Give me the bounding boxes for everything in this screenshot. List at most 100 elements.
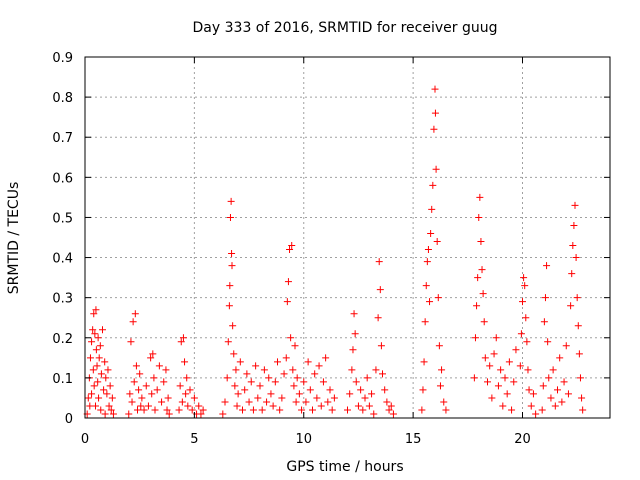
y-axis-label: SRMTID / TECUs [6, 182, 22, 295]
data-point [352, 378, 360, 386]
data-point [560, 378, 568, 386]
data-point [126, 390, 134, 398]
y-tick-label: 0.1 [52, 372, 73, 387]
data-point [381, 386, 389, 394]
data-point [181, 358, 189, 366]
data-point [138, 394, 146, 402]
data-point [428, 205, 436, 213]
data-point [543, 262, 551, 270]
data-point [175, 406, 183, 414]
data-point [269, 402, 277, 410]
data-point [354, 402, 362, 410]
data-point [300, 378, 308, 386]
data-point [579, 406, 587, 414]
data-point [95, 354, 103, 362]
data-point [350, 310, 358, 318]
data-point [315, 362, 323, 370]
y-tick-label: 0 [65, 412, 73, 427]
data-point [92, 402, 99, 410]
data-point [576, 374, 584, 382]
data-point [309, 406, 316, 414]
data-point [317, 402, 325, 410]
data-point [473, 302, 481, 310]
data-point [190, 394, 198, 402]
y-tick-label: 0.6 [52, 171, 73, 186]
data-point [527, 402, 535, 410]
data-point [95, 394, 103, 402]
data-point [258, 406, 266, 414]
data-point [551, 402, 559, 410]
data-point [94, 334, 102, 342]
data-point [271, 378, 279, 386]
data-point [486, 362, 494, 370]
data-point [330, 394, 338, 402]
data-point [292, 398, 300, 406]
y-tick-label: 0.5 [52, 211, 73, 226]
data-point [96, 342, 104, 350]
data-point [147, 354, 155, 362]
data-point [89, 326, 97, 334]
data-point [247, 378, 255, 386]
x-tick-label: 5 [190, 432, 198, 447]
data-point [541, 294, 549, 302]
data-point [549, 366, 557, 374]
data-point [313, 394, 321, 402]
data-point [368, 390, 376, 398]
data-point [234, 390, 242, 398]
data-point [490, 350, 498, 358]
data-point [162, 366, 170, 374]
data-point [84, 394, 92, 402]
data-point [233, 402, 241, 410]
data-point [274, 358, 281, 366]
data-point [471, 334, 479, 342]
data-point [349, 346, 357, 354]
data-point [572, 254, 580, 262]
data-point [245, 398, 253, 406]
data-point [226, 282, 234, 290]
data-point [435, 342, 443, 350]
data-point [153, 386, 161, 394]
data-point [346, 390, 354, 398]
data-point [432, 165, 440, 173]
data-point [288, 242, 296, 250]
data-point [387, 402, 395, 410]
data-point [510, 378, 518, 386]
data-point [470, 374, 478, 382]
data-point [186, 386, 194, 394]
data-point [516, 362, 524, 370]
data-point [243, 370, 251, 378]
data-point [529, 390, 537, 398]
data-point [567, 302, 575, 310]
data-point [497, 366, 505, 374]
data-point [150, 374, 158, 382]
data-point [151, 406, 159, 414]
data-point [176, 382, 184, 390]
data-point [88, 338, 96, 346]
data-point [477, 238, 485, 246]
data-point [158, 398, 166, 406]
data-point [304, 358, 312, 366]
data-point [254, 394, 262, 402]
data-point [306, 386, 314, 394]
data-point [103, 390, 111, 398]
data-point [130, 378, 138, 386]
data-point [357, 386, 365, 394]
data-point [521, 282, 529, 290]
data-point [165, 410, 173, 418]
data-point [575, 350, 583, 358]
data-point [520, 274, 528, 282]
data-point [92, 306, 100, 314]
data-point [223, 374, 231, 382]
data-point [426, 298, 434, 306]
x-tick-label: 20 [514, 432, 531, 447]
data-point [228, 250, 236, 258]
data-point [107, 406, 115, 414]
data-point [374, 314, 382, 322]
data-point [379, 370, 386, 378]
data-point [256, 382, 264, 390]
data-point [108, 394, 116, 402]
gridlines [85, 57, 610, 418]
data-point [232, 366, 240, 374]
data-point [290, 382, 298, 390]
data-point [365, 402, 373, 410]
